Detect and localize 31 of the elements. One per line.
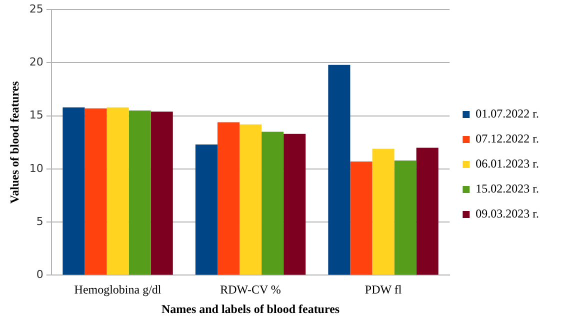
bar (195, 144, 218, 275)
bar (328, 64, 350, 275)
y-tick-label: 10 (29, 162, 44, 175)
legend-label: 09.03.2023 r. (476, 206, 540, 221)
bar (240, 124, 262, 275)
x-tick-label: PDW fl (364, 282, 402, 297)
y-tick-label: 15 (29, 108, 44, 122)
legend-label: 01.07.2022 r. (476, 106, 540, 121)
bar (106, 107, 129, 275)
bar (350, 162, 372, 275)
y-tick-label: 0 (36, 268, 44, 282)
y-tick-label: 25 (29, 2, 44, 16)
y-axis-title: Values of blood features (7, 80, 22, 204)
bar (62, 107, 85, 275)
legend-label: 15.02.2023 r. (476, 182, 540, 196)
bar (372, 148, 394, 275)
x-tick-label: Hemoglobina g/dl (74, 282, 162, 297)
bar (262, 132, 284, 275)
bar (150, 112, 173, 275)
x-axis-title: Names and labels of blood features (161, 302, 340, 316)
bar (84, 108, 107, 275)
legend-label: 06.01.2023 r. (476, 156, 540, 171)
bar (217, 122, 240, 275)
bar (284, 134, 306, 275)
bar (416, 148, 438, 275)
y-tick-label: 5 (36, 214, 44, 228)
bar (128, 110, 151, 275)
x-tick-label: RDW-CV % (220, 282, 281, 297)
y-tick-label: 20 (29, 56, 44, 69)
bar (394, 160, 416, 275)
legend-label: 07.12.2022 r. (476, 132, 540, 146)
